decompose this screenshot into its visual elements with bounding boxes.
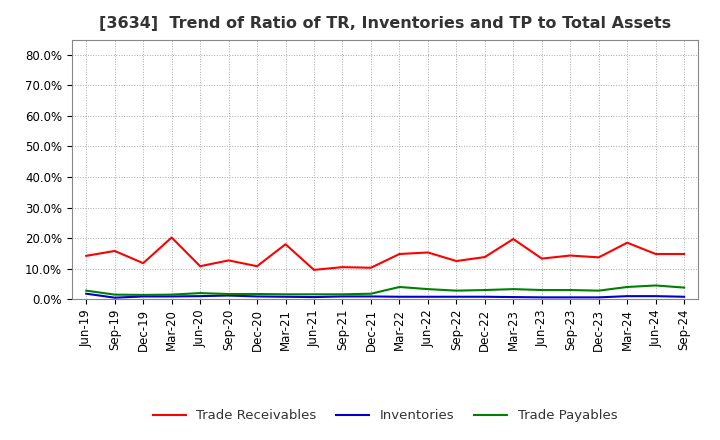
Inventories [452, 294, 461, 299]
Trade Receivables [338, 264, 347, 270]
Trade Payables [452, 288, 461, 293]
Trade Receivables [566, 253, 575, 258]
Trade Receivables [139, 260, 148, 266]
Trade Receivables [537, 256, 546, 261]
Trade Receivables [110, 248, 119, 253]
Inventories [509, 294, 518, 300]
Trade Receivables [423, 250, 432, 255]
Trade Payables [623, 284, 631, 290]
Trade Receivables [395, 251, 404, 257]
Trade Receivables [509, 236, 518, 242]
Inventories [366, 294, 375, 299]
Trade Payables [338, 292, 347, 297]
Trade Payables [196, 290, 204, 296]
Line: Inventories: Inventories [86, 294, 684, 298]
Inventories [225, 293, 233, 298]
Trade Payables [167, 292, 176, 297]
Trade Receivables [595, 255, 603, 260]
Inventories [110, 295, 119, 301]
Trade Receivables [282, 242, 290, 247]
Trade Payables [480, 287, 489, 293]
Trade Payables [282, 292, 290, 297]
Trade Receivables [82, 253, 91, 258]
Trade Receivables [310, 267, 318, 272]
Trade Payables [310, 292, 318, 297]
Trade Payables [423, 286, 432, 292]
Inventories [680, 294, 688, 299]
Trade Payables [139, 292, 148, 297]
Inventories [480, 294, 489, 299]
Trade Receivables [225, 258, 233, 263]
Trade Receivables [452, 258, 461, 264]
Inventories [253, 294, 261, 299]
Title: [3634]  Trend of Ratio of TR, Inventories and TP to Total Assets: [3634] Trend of Ratio of TR, Inventories… [99, 16, 671, 32]
Inventories [338, 294, 347, 299]
Legend: Trade Receivables, Inventories, Trade Payables: Trade Receivables, Inventories, Trade Pa… [148, 404, 623, 428]
Inventories [423, 294, 432, 299]
Trade Payables [509, 286, 518, 292]
Inventories [595, 295, 603, 300]
Trade Payables [652, 283, 660, 288]
Trade Payables [366, 291, 375, 297]
Trade Receivables [167, 235, 176, 240]
Trade Payables [680, 285, 688, 290]
Line: Trade Payables: Trade Payables [86, 286, 684, 295]
Trade Payables [82, 288, 91, 293]
Trade Receivables [623, 240, 631, 246]
Inventories [537, 295, 546, 300]
Trade Receivables [196, 264, 204, 269]
Inventories [196, 293, 204, 299]
Trade Payables [537, 287, 546, 293]
Trade Receivables [480, 254, 489, 260]
Trade Payables [110, 292, 119, 297]
Line: Trade Receivables: Trade Receivables [86, 238, 684, 270]
Trade Receivables [652, 251, 660, 257]
Trade Receivables [366, 265, 375, 271]
Inventories [566, 295, 575, 300]
Trade Payables [395, 284, 404, 290]
Inventories [139, 294, 148, 299]
Trade Payables [595, 288, 603, 293]
Inventories [167, 294, 176, 299]
Inventories [395, 294, 404, 299]
Trade Receivables [680, 251, 688, 257]
Trade Payables [225, 291, 233, 297]
Trade Payables [253, 291, 261, 297]
Trade Receivables [253, 264, 261, 269]
Inventories [310, 294, 318, 300]
Inventories [82, 291, 91, 297]
Inventories [282, 294, 290, 299]
Inventories [652, 293, 660, 299]
Trade Payables [566, 287, 575, 293]
Inventories [623, 293, 631, 299]
